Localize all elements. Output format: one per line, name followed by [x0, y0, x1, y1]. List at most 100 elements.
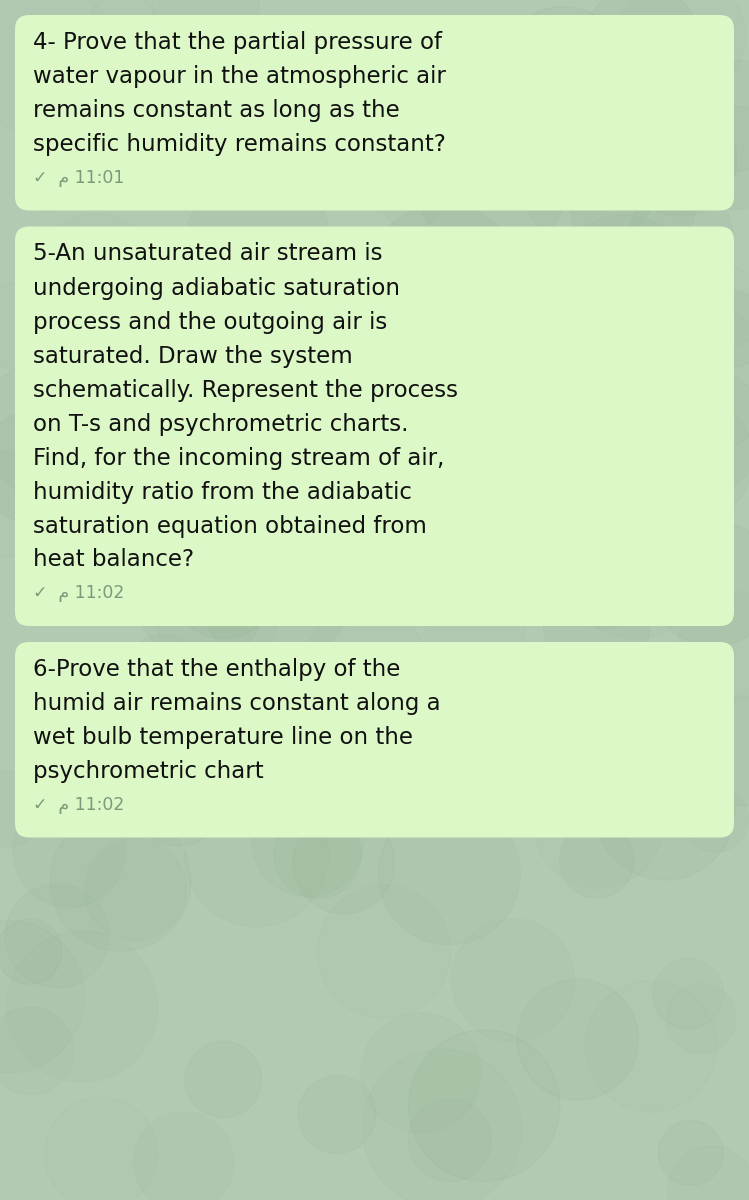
Circle shape	[517, 318, 634, 436]
Circle shape	[651, 521, 749, 647]
Circle shape	[204, 360, 351, 508]
Circle shape	[386, 361, 449, 425]
Circle shape	[363, 1049, 522, 1200]
Circle shape	[0, 919, 62, 984]
FancyBboxPatch shape	[15, 227, 734, 626]
Circle shape	[0, 920, 84, 1073]
Circle shape	[95, 377, 193, 474]
Circle shape	[404, 374, 502, 472]
Circle shape	[574, 23, 635, 84]
Circle shape	[334, 658, 477, 800]
Circle shape	[389, 282, 515, 409]
Circle shape	[408, 1030, 560, 1182]
Text: remains constant as long as the: remains constant as long as the	[33, 98, 400, 122]
Circle shape	[658, 1121, 724, 1186]
Circle shape	[570, 139, 697, 265]
Circle shape	[185, 172, 331, 318]
Circle shape	[566, 682, 667, 781]
Text: ✓  م 11:02: ✓ م 11:02	[33, 796, 124, 814]
Circle shape	[565, 94, 675, 204]
Circle shape	[661, 60, 749, 209]
Circle shape	[380, 166, 443, 229]
Circle shape	[260, 726, 359, 824]
Circle shape	[286, 680, 350, 744]
Circle shape	[585, 0, 699, 97]
Text: 6-Prove that the enthalpy of the: 6-Prove that the enthalpy of the	[33, 658, 401, 680]
Circle shape	[185, 1042, 261, 1117]
Circle shape	[545, 696, 682, 832]
Text: specific humidity remains constant?: specific humidity remains constant?	[33, 133, 446, 156]
Circle shape	[628, 396, 749, 522]
Circle shape	[130, 498, 218, 586]
Text: saturation equation obtained from: saturation equation obtained from	[33, 515, 427, 538]
Text: 4- Prove that the partial pressure of: 4- Prove that the partial pressure of	[33, 31, 442, 54]
Circle shape	[152, 0, 259, 59]
Circle shape	[668, 1146, 749, 1200]
Text: water vapour in the atmospheric air: water vapour in the atmospheric air	[33, 65, 446, 88]
Circle shape	[408, 1099, 491, 1182]
Circle shape	[252, 785, 364, 896]
Circle shape	[378, 803, 521, 944]
Text: undergoing adiabatic saturation: undergoing adiabatic saturation	[33, 276, 400, 300]
Text: wet bulb temperature line on the: wet bulb temperature line on the	[33, 726, 413, 749]
Circle shape	[33, 440, 100, 508]
Circle shape	[461, 521, 542, 601]
Text: on T-s and psychrometric charts.: on T-s and psychrometric charts.	[33, 413, 408, 436]
Circle shape	[357, 432, 452, 527]
Circle shape	[241, 35, 330, 124]
Circle shape	[429, 284, 536, 391]
Circle shape	[196, 506, 354, 665]
Circle shape	[13, 796, 125, 907]
Circle shape	[354, 238, 458, 342]
Circle shape	[625, 103, 737, 216]
Circle shape	[574, 122, 658, 208]
Circle shape	[692, 290, 749, 367]
Text: process and the outgoing air is: process and the outgoing air is	[33, 311, 387, 334]
Circle shape	[653, 959, 724, 1030]
FancyBboxPatch shape	[15, 14, 734, 210]
Circle shape	[273, 811, 361, 899]
Circle shape	[164, 488, 298, 623]
Circle shape	[452, 919, 574, 1042]
Circle shape	[544, 574, 649, 680]
Circle shape	[626, 305, 749, 454]
Text: 5-An unsaturated air stream is: 5-An unsaturated air stream is	[33, 242, 383, 265]
Circle shape	[276, 361, 402, 486]
Circle shape	[29, 730, 120, 821]
Text: Find, for the incoming stream of air,: Find, for the incoming stream of air,	[33, 446, 444, 469]
Circle shape	[683, 787, 748, 852]
Circle shape	[5, 884, 109, 988]
Text: heat balance?: heat balance?	[33, 548, 194, 571]
Circle shape	[0, 1007, 74, 1094]
Circle shape	[84, 839, 187, 941]
Circle shape	[517, 103, 660, 246]
Circle shape	[56, 366, 149, 458]
Circle shape	[50, 810, 191, 952]
Circle shape	[557, 534, 652, 629]
Circle shape	[706, 107, 749, 172]
Circle shape	[231, 463, 309, 541]
Circle shape	[631, 364, 749, 497]
Text: schematically. Represent the process: schematically. Represent the process	[33, 378, 458, 402]
Circle shape	[629, 185, 733, 289]
Circle shape	[130, 749, 227, 846]
Circle shape	[554, 215, 694, 355]
Circle shape	[673, 533, 733, 594]
Circle shape	[361, 1013, 481, 1133]
Circle shape	[666, 984, 736, 1054]
Circle shape	[485, 475, 559, 550]
Circle shape	[298, 1075, 376, 1153]
Circle shape	[366, 204, 522, 360]
Circle shape	[518, 979, 638, 1100]
Circle shape	[16, 149, 79, 210]
Circle shape	[340, 102, 422, 184]
Circle shape	[72, 445, 176, 551]
Text: humidity ratio from the adiabatic: humidity ratio from the adiabatic	[33, 480, 412, 504]
Circle shape	[0, 358, 123, 499]
FancyBboxPatch shape	[15, 642, 734, 838]
Circle shape	[560, 431, 709, 580]
Circle shape	[155, 554, 278, 677]
Circle shape	[112, 536, 182, 607]
Text: humid air remains constant along a: humid air remains constant along a	[33, 692, 440, 715]
Circle shape	[413, 97, 570, 254]
